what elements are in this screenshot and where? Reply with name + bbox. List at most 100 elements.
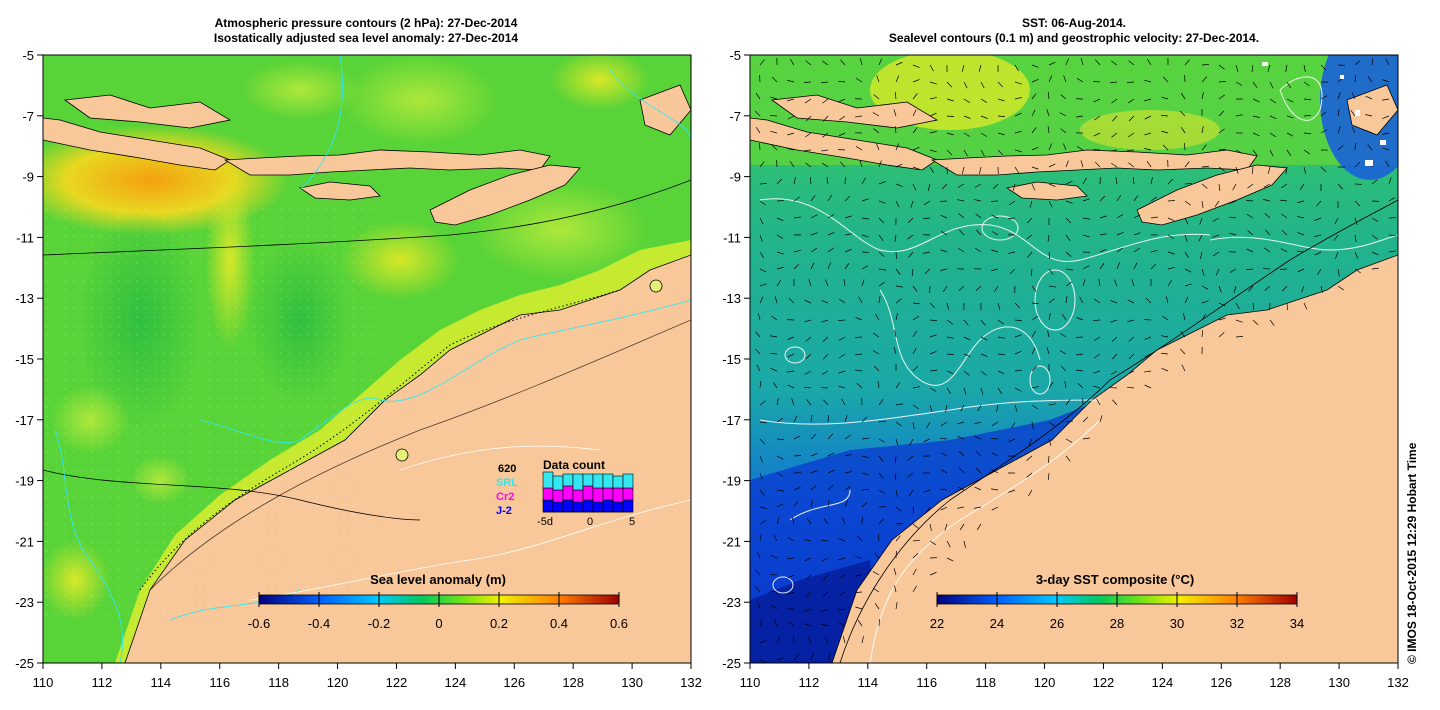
velocity-arrow xyxy=(927,183,931,191)
velocity-arrow xyxy=(1218,81,1227,83)
data-count-bar-cr2 xyxy=(542,487,554,501)
velocity-arrow xyxy=(1014,369,1022,372)
velocity-arrow xyxy=(946,132,954,136)
velocity-arrow xyxy=(1093,132,1101,137)
velocity-arrow xyxy=(1354,217,1358,225)
velocity-arrow xyxy=(838,370,846,374)
velocity-arrow xyxy=(923,438,931,443)
velocity-arrow xyxy=(844,233,852,236)
data-count-bar-cr2 xyxy=(552,489,564,503)
velocity-arrow xyxy=(1354,268,1361,274)
velocity-arrow xyxy=(894,455,897,464)
sst-lon-label: 132 xyxy=(1387,675,1409,690)
velocity-arrow xyxy=(1367,144,1373,151)
velocity-arrow xyxy=(895,61,903,66)
velocity-arrow xyxy=(1320,129,1328,134)
velocity-arrow xyxy=(776,417,784,423)
velocity-arrow xyxy=(1128,60,1135,66)
velocity-arrow xyxy=(1133,195,1139,202)
velocity-arrow xyxy=(1014,404,1018,412)
velocity-arrow xyxy=(929,81,937,85)
data-count-bar-j2 xyxy=(582,499,594,513)
velocity-arrow xyxy=(1063,143,1067,151)
velocity-arrow xyxy=(1014,387,1022,392)
velocity-arrow xyxy=(810,500,813,508)
velocity-arrow xyxy=(1320,64,1327,71)
velocity-arrow xyxy=(974,247,982,253)
velocity-arrow xyxy=(821,608,829,612)
velocity-arrow xyxy=(997,336,1005,339)
velocity-arrow xyxy=(810,433,817,440)
velocity-arrow xyxy=(1031,315,1039,321)
velocity-arrow xyxy=(808,279,812,287)
velocity-arrow xyxy=(1167,178,1174,185)
velocity-arrow xyxy=(1076,115,1084,118)
velocity-arrow xyxy=(975,467,982,474)
velocity-arrow xyxy=(1201,76,1207,83)
velocity-arrow xyxy=(991,214,999,219)
velocity-arrow xyxy=(841,398,846,406)
velocity-arrow xyxy=(878,181,886,185)
velocity-arrow xyxy=(857,619,863,627)
data-count-bar-cr2 xyxy=(602,487,614,501)
velocity-arrow xyxy=(855,353,863,356)
velocity-arrow xyxy=(997,149,1004,156)
velocity-arrow xyxy=(1031,302,1039,305)
velocity-arrow xyxy=(838,336,846,341)
velocity-arrow xyxy=(1116,214,1124,219)
velocity-arrow xyxy=(1065,200,1073,204)
velocity-arrow xyxy=(978,64,982,72)
velocity-arrow xyxy=(1150,196,1157,202)
velocity-arrow xyxy=(1235,64,1239,72)
velocity-arrow xyxy=(1388,234,1397,236)
sla-lat-label: -7 xyxy=(22,109,34,124)
velocity-arrow xyxy=(810,232,818,236)
velocity-arrow xyxy=(1133,214,1141,219)
velocity-arrow xyxy=(793,249,801,253)
velocity-arrow xyxy=(1127,319,1135,323)
velocity-arrow xyxy=(940,249,948,253)
sst-colorbar-ticks: 22 24 26 28 30 32 34 xyxy=(930,592,1304,631)
velocity-arrow xyxy=(1246,214,1254,219)
velocity-arrow xyxy=(878,399,884,406)
sla-lon-label: 120 xyxy=(327,675,349,690)
data-count-bar-j2 xyxy=(542,499,554,513)
data-count-bar-cr2 xyxy=(582,485,594,501)
velocity-arrow xyxy=(756,364,761,372)
velocity-arrow xyxy=(1167,279,1172,287)
velocity-arrow xyxy=(774,619,778,627)
velocity-arrow xyxy=(1303,64,1306,72)
velocity-arrow xyxy=(1367,76,1373,83)
data-count-bar-j2 xyxy=(572,501,584,513)
sst-lon-label: 124 xyxy=(1152,675,1174,690)
velocity-arrow xyxy=(991,421,999,426)
velocity-arrow xyxy=(912,285,918,292)
velocity-arrow xyxy=(1269,132,1277,138)
velocity-arrow xyxy=(1218,128,1225,134)
velocity-arrow xyxy=(855,369,863,372)
velocity-arrow xyxy=(855,606,863,610)
velocity-arrow xyxy=(827,214,835,219)
sla-lon-label: 114 xyxy=(150,675,171,690)
velocity-arrow xyxy=(1048,382,1054,389)
velocity-arrow xyxy=(909,489,914,497)
velocity-arrow xyxy=(1215,268,1220,276)
velocity-arrow xyxy=(805,132,812,138)
velocity-arrow xyxy=(839,574,846,580)
velocity-arrow xyxy=(1333,234,1339,241)
velocity-arrow xyxy=(844,486,852,491)
velocity-arrow xyxy=(759,400,766,406)
velocity-arrow xyxy=(1027,251,1033,258)
velocity-arrow xyxy=(1031,93,1037,100)
velocity-arrow xyxy=(1232,183,1237,191)
velocity-arrow xyxy=(838,557,846,561)
velocity-arrow xyxy=(991,437,999,440)
velocity-arrow xyxy=(895,75,900,83)
velocity-arrow xyxy=(929,350,937,355)
velocity-arrow xyxy=(825,279,829,287)
velocity-arrow xyxy=(876,143,880,151)
velocity-arrow xyxy=(997,302,1001,310)
velocity-arrow xyxy=(963,132,971,137)
velocity-arrow xyxy=(1110,162,1118,168)
velocity-arrow xyxy=(776,251,784,255)
